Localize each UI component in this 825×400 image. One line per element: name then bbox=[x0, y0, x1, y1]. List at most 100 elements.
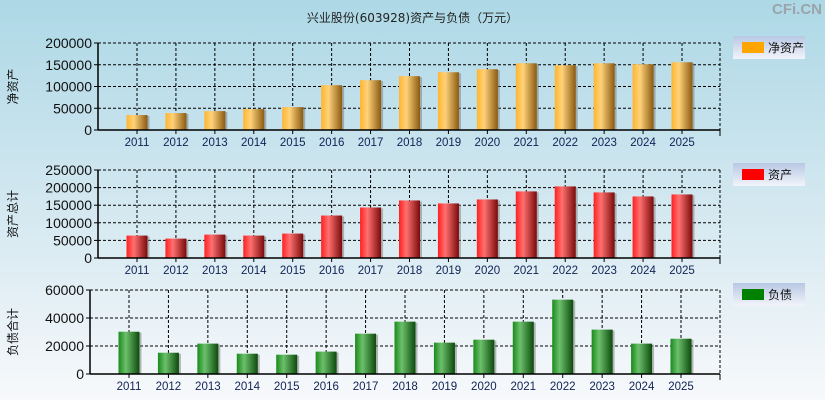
bar-2017 bbox=[360, 207, 382, 258]
y-axis-label: 负债合计 bbox=[5, 308, 20, 356]
y-tick-label: 200000 bbox=[45, 180, 92, 196]
y-tick-label: 0 bbox=[76, 366, 84, 382]
bar-2025 bbox=[671, 62, 693, 130]
bar-2019 bbox=[433, 342, 455, 374]
bar-2016 bbox=[315, 351, 337, 374]
bar-2012 bbox=[157, 352, 179, 374]
x-tick-label: 2018 bbox=[397, 265, 423, 277]
y-tick-label: 60000 bbox=[45, 282, 84, 298]
y-tick-label: 150000 bbox=[45, 197, 92, 213]
bar-2016 bbox=[321, 85, 343, 130]
bar-2015 bbox=[276, 354, 298, 374]
y-tick-label: 250000 bbox=[45, 162, 92, 178]
y-axis-label: 净资产 bbox=[6, 68, 20, 104]
x-tick-label: 2020 bbox=[475, 265, 501, 277]
chart-panel-2: 0 20000 40000 60000 2011 2012 2013 2014 2015 2016… bbox=[5, 282, 805, 393]
x-tick-label: 2016 bbox=[319, 265, 345, 277]
chart-panel-0: 0 50000 100000 150000 200000 2011 2012 2013 2014… bbox=[6, 35, 805, 149]
x-tick-label: 2014 bbox=[234, 381, 260, 393]
bar-2022 bbox=[554, 186, 576, 258]
legend-box bbox=[733, 283, 805, 306]
bar-2020 bbox=[476, 69, 498, 130]
bar-2021 bbox=[515, 191, 537, 258]
legend-box bbox=[733, 163, 805, 186]
bar-2024 bbox=[632, 64, 654, 130]
x-tick-label: 2020 bbox=[475, 137, 501, 149]
x-tick-label: 2012 bbox=[163, 265, 189, 277]
x-tick-label: 2022 bbox=[552, 137, 578, 149]
bar-2020 bbox=[476, 199, 498, 258]
x-tick-label: 2011 bbox=[125, 137, 150, 149]
x-tick-label: 2016 bbox=[319, 137, 345, 149]
y-tick-label: 20000 bbox=[45, 338, 84, 354]
x-tick-label: 2024 bbox=[629, 381, 655, 393]
bar-2017 bbox=[355, 333, 377, 374]
bar-2021 bbox=[515, 63, 537, 131]
bar-2016 bbox=[321, 215, 343, 258]
bar-2013 bbox=[204, 234, 226, 258]
x-tick-label: 2019 bbox=[436, 137, 462, 149]
x-tick-label: 2014 bbox=[241, 137, 267, 149]
x-tick-label: 2019 bbox=[432, 381, 458, 393]
x-tick-label: 2023 bbox=[589, 381, 615, 393]
x-tick-label: 2024 bbox=[630, 265, 656, 277]
bar-2018 bbox=[399, 200, 420, 258]
bar-2023 bbox=[593, 63, 615, 131]
x-tick-label: 2014 bbox=[241, 265, 267, 277]
x-tick-label: 2018 bbox=[392, 381, 418, 393]
bar-2018 bbox=[399, 76, 420, 130]
bar-2011 bbox=[126, 235, 148, 258]
legend-swatch bbox=[742, 289, 764, 300]
y-tick-label: 100000 bbox=[45, 215, 92, 231]
x-tick-label: 2017 bbox=[358, 137, 384, 149]
y-tick-label: 0 bbox=[84, 250, 92, 266]
brand-logo: CFi.CN bbox=[772, 1, 822, 18]
y-tick-label: 200000 bbox=[45, 35, 92, 51]
legend-label: 负债 bbox=[768, 288, 792, 302]
x-tick-label: 2013 bbox=[202, 137, 228, 149]
bar-2013 bbox=[204, 111, 226, 130]
bar-2021 bbox=[512, 321, 534, 374]
x-tick-label: 2025 bbox=[669, 137, 695, 149]
bar-2025 bbox=[671, 194, 693, 258]
bar-2023 bbox=[593, 192, 615, 258]
bar-2022 bbox=[554, 65, 576, 130]
x-tick-label: 2021 bbox=[510, 381, 536, 393]
bar-2017 bbox=[360, 80, 382, 130]
x-tick-label: 2025 bbox=[669, 265, 695, 277]
x-tick-label: 2011 bbox=[125, 265, 150, 277]
y-tick-label: 40000 bbox=[45, 310, 84, 326]
x-tick-label: 2017 bbox=[358, 265, 384, 277]
bar-2019 bbox=[437, 203, 459, 258]
x-tick-label: 2015 bbox=[274, 381, 300, 393]
x-tick-label: 2021 bbox=[513, 137, 539, 149]
bar-2011 bbox=[126, 115, 148, 130]
bar-2024 bbox=[632, 196, 654, 258]
bar-2014 bbox=[236, 353, 258, 374]
x-tick-label: 2015 bbox=[280, 137, 306, 149]
legend-swatch bbox=[742, 169, 764, 180]
x-tick-label: 2011 bbox=[117, 381, 142, 393]
bar-2014 bbox=[243, 109, 265, 130]
x-tick-label: 2015 bbox=[280, 265, 306, 277]
legend-box bbox=[733, 36, 805, 59]
x-tick-label: 2020 bbox=[471, 381, 497, 393]
bar-2025 bbox=[670, 338, 692, 374]
x-tick-label: 2025 bbox=[668, 381, 694, 393]
x-tick-label: 2012 bbox=[156, 381, 182, 393]
x-tick-label: 2023 bbox=[591, 265, 617, 277]
x-tick-label: 2013 bbox=[195, 381, 221, 393]
bar-2011 bbox=[118, 331, 140, 374]
x-tick-label: 2016 bbox=[313, 381, 339, 393]
y-tick-label: 0 bbox=[84, 122, 92, 138]
y-tick-label: 50000 bbox=[53, 232, 92, 248]
y-tick-label: 150000 bbox=[45, 57, 92, 73]
x-tick-label: 2024 bbox=[630, 137, 656, 149]
y-axis-label: 资产总计 bbox=[6, 190, 20, 238]
x-tick-label: 2022 bbox=[552, 265, 578, 277]
x-tick-label: 2019 bbox=[436, 265, 462, 277]
bar-2015 bbox=[282, 107, 304, 130]
bar-2012 bbox=[165, 238, 187, 258]
